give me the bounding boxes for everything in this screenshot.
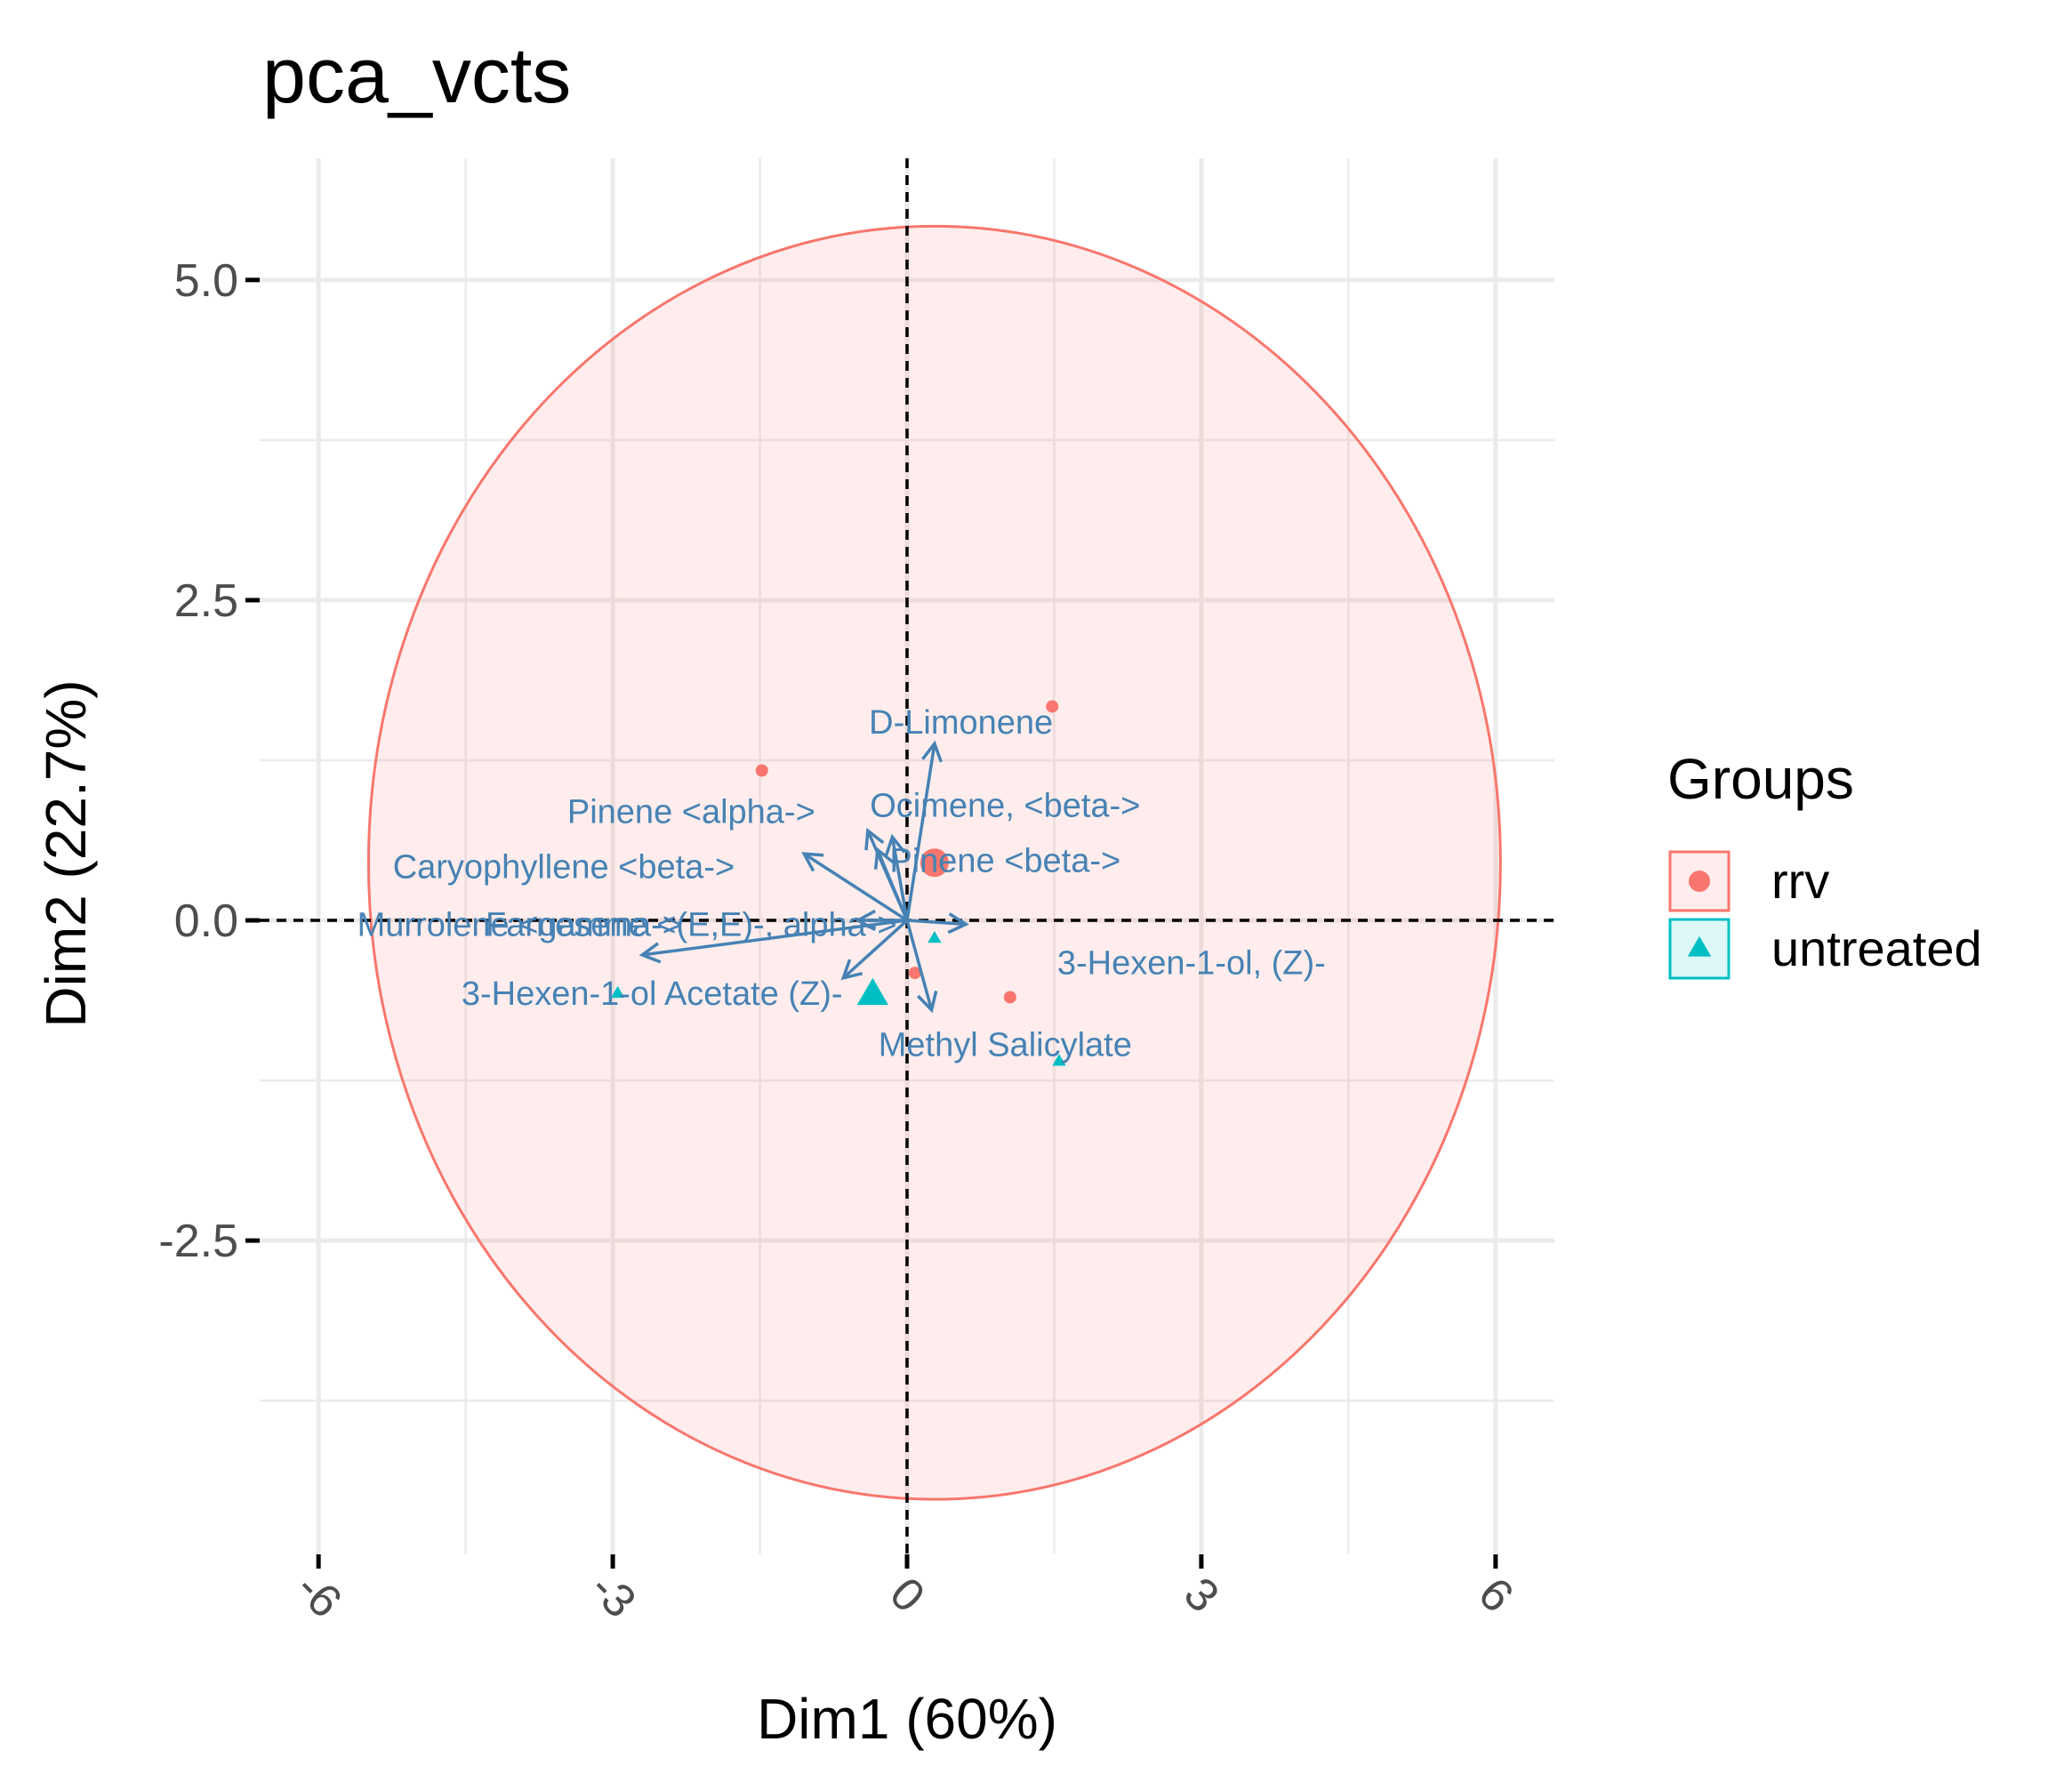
legend-symbol-untreated <box>1687 935 1712 957</box>
y-axis-title: Dim2 (22.7%) <box>34 679 98 1027</box>
variable-arrow-head <box>840 959 863 981</box>
legend-symbol-rrv <box>1689 871 1710 892</box>
legend-item-rrv: rrv <box>1668 850 1829 912</box>
variable-label: Pinene <alpha-> <box>567 794 815 831</box>
legend-label: untreated <box>1771 920 1982 976</box>
x-tick-label: -6 <box>285 1562 351 1628</box>
group-mean-rrv <box>920 848 949 878</box>
legend-title: Groups <box>1667 747 1854 811</box>
variable-arrow-head <box>638 942 662 964</box>
group-mean-untreated <box>856 977 888 1006</box>
point-untreated <box>610 985 625 999</box>
x-axis-title: Dim1 (60%) <box>757 1687 1057 1751</box>
variable-arrow-head <box>873 847 895 870</box>
legend-label: rrv <box>1771 853 1829 909</box>
variable-arrow <box>803 852 908 922</box>
point-untreated <box>928 930 942 943</box>
variable-arrow <box>890 837 909 921</box>
variable-arrow <box>842 919 909 980</box>
variable-arrow-head <box>884 833 906 856</box>
variable-arrow <box>641 919 908 957</box>
variable-arrow-head <box>947 912 969 935</box>
legend: Groups rrv untreated <box>1667 747 1982 980</box>
variable-label: D-Limonene <box>869 704 1053 742</box>
legend-item-untreated: untreated <box>1668 918 1982 980</box>
variable-label: Ocimene, <beta-> <box>870 787 1140 824</box>
plot-panel: D-Limonene Ocimene, <beta-> Pinene <alpha-… <box>158 158 1554 1628</box>
variable-label: Caryophyllene <beta-> <box>393 849 735 887</box>
y-tick-label: 2.5 <box>174 575 238 627</box>
y-tick-label: 5.0 <box>174 255 238 307</box>
variable-arrow <box>905 919 934 1011</box>
variable-arrow-head <box>801 852 824 872</box>
x-tick-label: 0 <box>879 1568 934 1622</box>
variable-arrow <box>905 743 936 921</box>
point-rrv <box>755 764 768 777</box>
variable-label: Murrolene <gamma-> <box>357 906 682 943</box>
variable-arrow-head <box>921 740 943 763</box>
y-tick-label: 0.0 <box>174 895 238 947</box>
x-tick-label: 6 <box>1468 1568 1522 1622</box>
variable-label: Pinene <beta-> <box>889 842 1120 879</box>
x-tick-label: -3 <box>580 1562 646 1628</box>
variable-arrow <box>906 919 967 927</box>
y-tick-label: -2.5 <box>158 1216 238 1267</box>
variable-label: 3-Hexen-1-ol Acetate (Z)- <box>462 975 843 1013</box>
variable-label: Farnesene <(E,E)-, alpha-> <box>486 906 897 943</box>
x-tick-label: 3 <box>1174 1568 1228 1622</box>
variable-label: Methyl Salicylate <box>879 1027 1132 1064</box>
chart-title: pca_vcts <box>262 31 571 119</box>
variable-arrow-head <box>917 991 938 1014</box>
point-rrv <box>1003 991 1016 1004</box>
point-rrv <box>908 967 921 980</box>
variable-arrow-head <box>864 827 885 851</box>
legend-key <box>1668 918 1731 980</box>
variable-arrow <box>876 849 909 921</box>
point-untreated <box>1052 1054 1066 1066</box>
point-rrv <box>1046 700 1059 713</box>
variable-label: 3-Hexen-1-ol, (Z)- <box>1057 945 1326 983</box>
